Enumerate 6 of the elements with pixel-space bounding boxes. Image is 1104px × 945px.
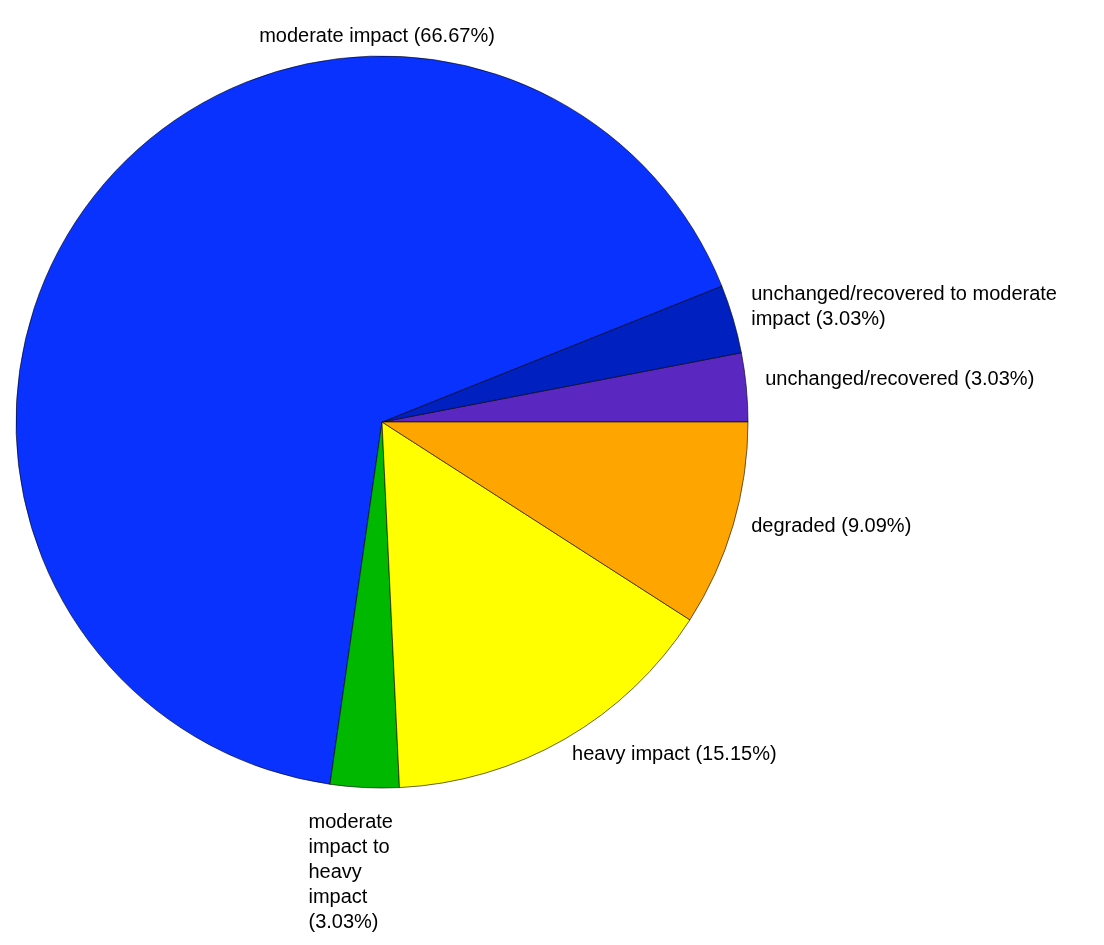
slice-label: heavy impact (15.15%) [572, 742, 777, 765]
slice-label: degraded (9.09%) [751, 514, 912, 537]
slice-label: unchanged/recovered (3.03%) [765, 367, 1035, 390]
slice-label: unchanged/recovered to moderate impact (3.03%) [751, 281, 1057, 329]
slice-label: moderate impact (66.67%) [259, 24, 495, 47]
slice-label: moderate impact to heavy impact (3.03%) [308, 809, 394, 932]
